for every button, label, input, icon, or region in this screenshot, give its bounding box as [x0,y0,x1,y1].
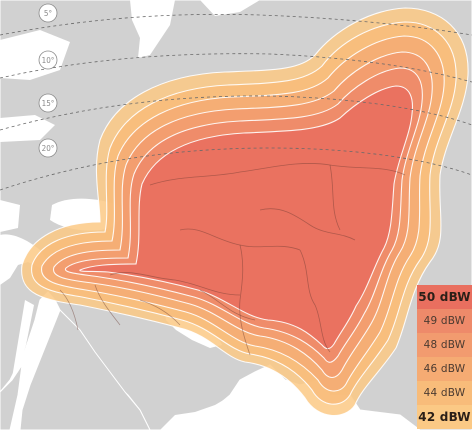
svg-text:10°: 10° [42,56,55,65]
elevation-arc-10 [0,53,472,83]
contour-50dbw [79,85,414,350]
eirp-legend: 50 dBW 49 dBW 48 dBW 46 dBW 44 dBW 42 dB… [417,285,472,429]
elevation-label-5: 5° [38,3,58,23]
elevation-labels: 5° 10° 15° 20° [38,3,58,158]
legend-row-50dbw: 50 dBW [417,285,472,309]
elevation-arc-5 [0,13,472,36]
arabian-sea [160,372,420,430]
legend-row-44dbw: 44 dBW [417,381,472,405]
baltic-sea [130,0,175,58]
legend-row-46dbw: 46 dBW [417,357,472,381]
red-sea [12,300,34,378]
country-borders [59,163,406,356]
svg-text:20°: 20° [42,144,55,153]
legend-row-48dbw: 48 dBW [417,333,472,357]
elevation-label-20: 20° [38,138,58,158]
elevation-arcs [0,13,472,191]
svg-text:5°: 5° [44,9,52,18]
legend-row-49dbw: 49 dBW [417,309,472,333]
elevation-label-10: 10° [38,50,58,70]
elevation-label-15: 15° [38,93,58,113]
elevation-arc-15 [0,95,472,131]
svg-text:15°: 15° [42,99,55,108]
legend-row-42dbw: 42 dBW [417,405,472,429]
coverage-footprint [21,7,469,417]
